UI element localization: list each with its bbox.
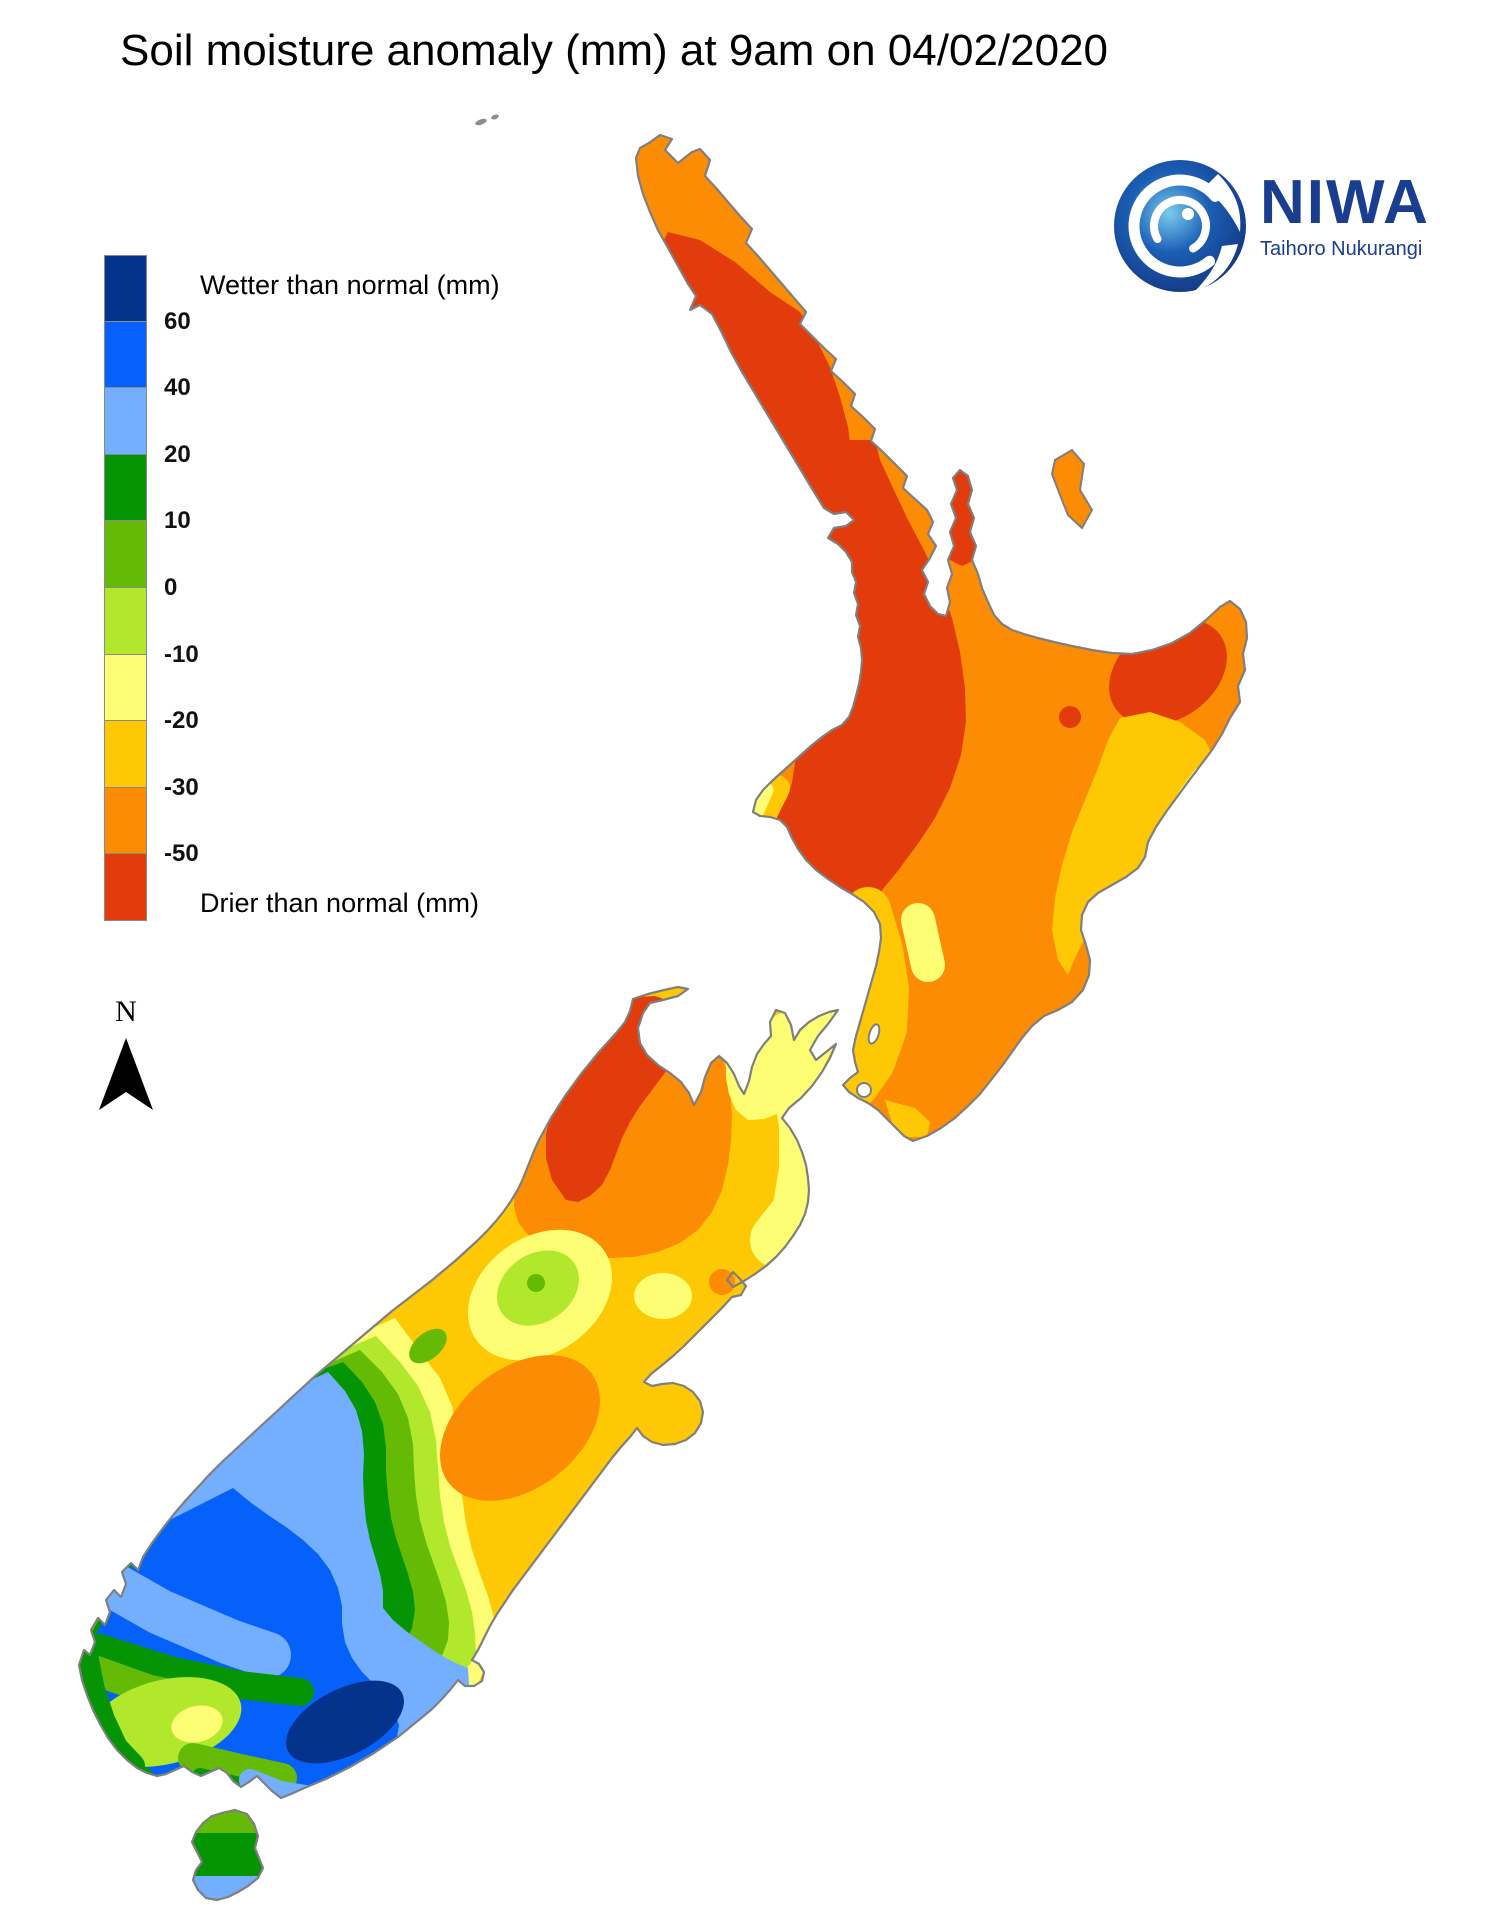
si-green-dot: [527, 1274, 545, 1292]
si-fiordland-lightblue-band: [79, 1552, 291, 1678]
legend-cell: [104, 587, 147, 655]
legend-drier-label: Drier than normal (mm): [200, 888, 480, 918]
stewart-island-coastline: [190, 1808, 265, 1902]
south-island-contours: [79, 987, 838, 1798]
legend-boundary-label: -10: [164, 640, 199, 668]
niwa-logo-text: NIWA Taihoro Nukurangi: [1260, 168, 1430, 261]
si-midgreen-coast-patch: [409, 1328, 447, 1364]
niwa-subtitle: Taihoro Nukurangi: [1260, 238, 1423, 260]
wellington-harbour: [856, 1082, 872, 1098]
legend-cell: [104, 654, 147, 722]
north-island-coastline: [634, 133, 1249, 1143]
legend-boundary-label: 20: [164, 440, 191, 468]
legend-cell: [104, 721, 147, 788]
legend-cell: [104, 255, 147, 322]
ni-red-dot: [1059, 706, 1081, 728]
ni-pale-manawatu-band: [901, 903, 945, 982]
offshore-islet-1: [475, 118, 487, 126]
legend-cell: [104, 521, 147, 588]
legend-cell: [104, 787, 147, 855]
north-arrow-icon: [99, 1038, 153, 1110]
kapiti-island: [867, 1023, 881, 1045]
map-title: Soil moisture anomaly (mm) at 9am on 04/…: [120, 26, 1109, 75]
legend-boundary-label: 60: [164, 307, 191, 335]
niwa-logo-icon: [1114, 160, 1246, 292]
legend-cell: [104, 454, 147, 522]
legend-wetter-label: Wetter than normal (mm): [200, 270, 500, 300]
legend-cell: [104, 854, 147, 921]
legend-boundary-label: 0: [164, 574, 178, 601]
great-barrier-island: [1050, 448, 1094, 530]
legend-cell: [104, 321, 147, 389]
south-island-coastline: [77, 985, 840, 1800]
compass-n-label: N: [115, 995, 137, 1028]
legend-boundary-label: -30: [164, 773, 199, 801]
legend-boundary-label: 10: [164, 507, 191, 535]
si-southcoast-midgreen-band: [178, 1743, 297, 1793]
legend-boundary-label: -20: [164, 707, 199, 735]
si-orange-canterbury: [440, 1355, 600, 1501]
st-bottom-lightblue: [192, 1876, 263, 1900]
si-pale-blob-east: [634, 1273, 692, 1319]
si-teanau-pale-core: [171, 1705, 223, 1743]
stewart-island-contours: [192, 1810, 263, 1900]
offshore-islet-2: [491, 114, 499, 120]
si-navy-blob: [286, 1680, 404, 1764]
legend-color-bar: [104, 255, 147, 921]
ni-pale-taranaki-cape-band: [744, 782, 775, 864]
si-orange-coast-spot: [709, 1269, 735, 1295]
niwa-brand: NIWA: [1260, 168, 1430, 237]
legend-boundary-label: -50: [164, 840, 199, 868]
niwa-logo: NIWA Taihoro Nukurangi: [1108, 152, 1478, 302]
si-fiordland-darkgreen-band: [86, 1634, 314, 1706]
legend-boundary-label: 40: [164, 374, 191, 402]
compass: N: [86, 995, 166, 1029]
legend-cell: [104, 388, 147, 455]
